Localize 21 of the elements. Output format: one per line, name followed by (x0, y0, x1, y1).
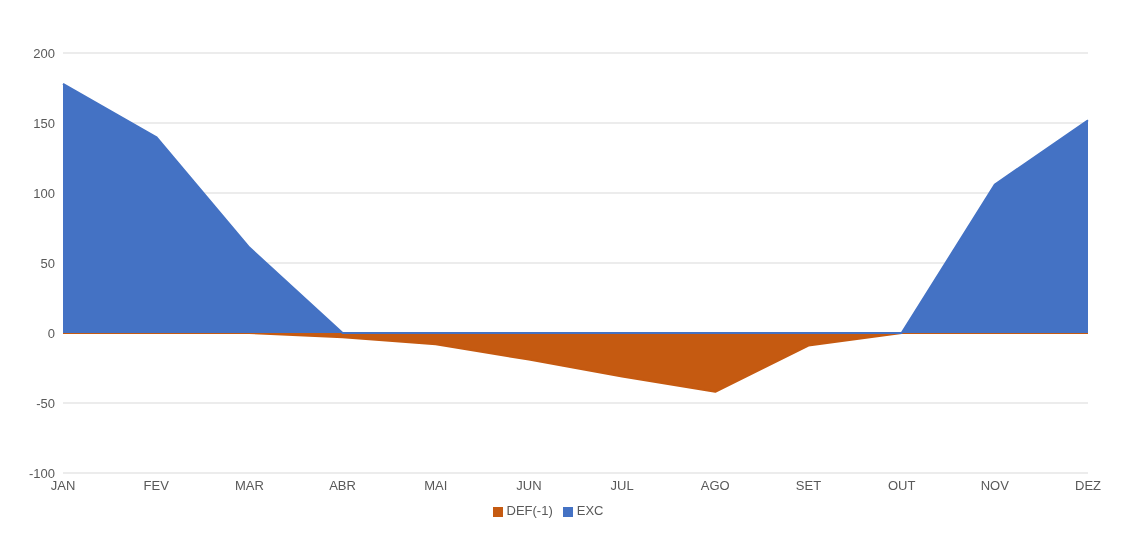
x-tick-label: JUL (610, 478, 634, 494)
y-tick-label: 150 (33, 115, 55, 131)
x-tick-label: OUT (887, 478, 916, 494)
x-tick-label: AGO (700, 478, 730, 494)
y-tick-label: 50 (40, 255, 55, 271)
x-tick-label: MAR (234, 478, 264, 494)
y-tick-label: 200 (33, 45, 55, 61)
x-tick-label: ABR (329, 478, 356, 494)
x-tick-label: DEZ (1075, 478, 1102, 494)
x-tick-label: SET (795, 478, 822, 494)
legend-label: DEF(-1) (506, 503, 553, 518)
y-tick-label: 0 (47, 325, 55, 341)
y-tick-label: -100 (28, 465, 55, 481)
x-tick-label: MAI (424, 478, 448, 494)
x-tick-label: FEV (143, 478, 170, 494)
x-tick-label: JUN (516, 478, 542, 494)
y-tick-label: -50 (36, 395, 55, 411)
x-tick-label: NOV (980, 478, 1010, 494)
x-tick-label: JAN (50, 478, 76, 494)
legend-label: EXC (576, 503, 604, 518)
y-tick-label: 100 (33, 185, 55, 201)
